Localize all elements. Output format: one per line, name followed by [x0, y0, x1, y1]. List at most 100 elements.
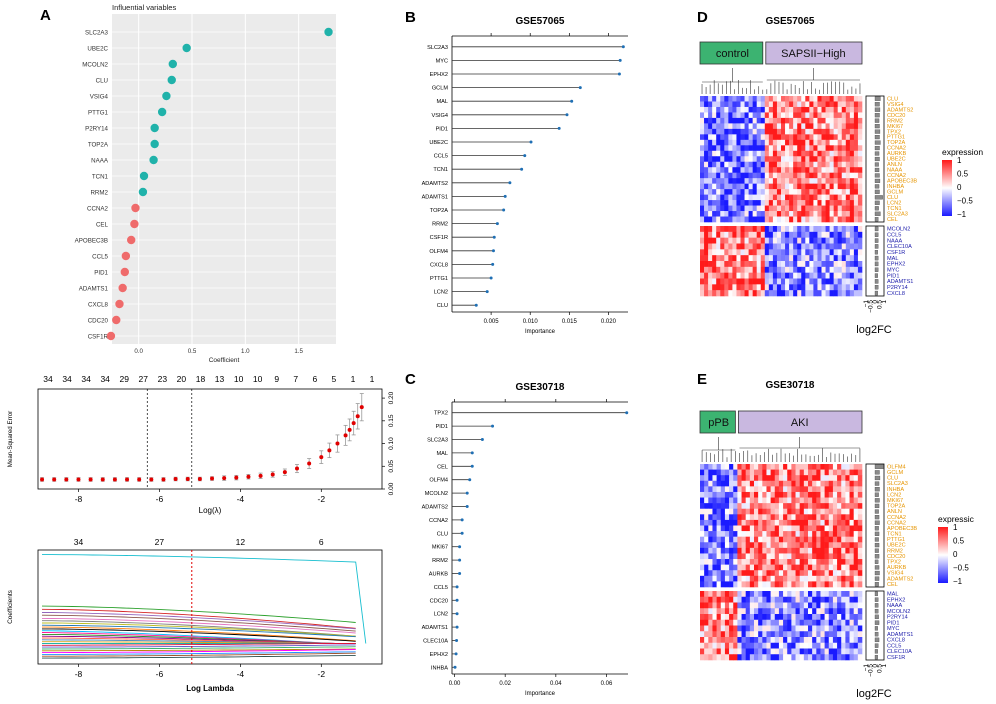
heatmap-cell: [728, 205, 733, 212]
heatmap-cell: [736, 255, 741, 262]
heatmap-cell: [737, 480, 742, 487]
heatmap-cell: [720, 581, 726, 588]
heatmap-cell: [857, 272, 863, 279]
heatmap-cell: [821, 249, 826, 256]
heatmap-cell: [817, 145, 822, 152]
heatmap-cell: [700, 261, 705, 268]
x-axis-label: Importance: [525, 329, 556, 335]
heatmap-cell: [704, 575, 709, 582]
heatmap-cell: [754, 642, 759, 649]
heatmap-cell: [774, 525, 780, 532]
heatmap-cell: [758, 514, 763, 521]
top-tick-label: 27: [155, 537, 165, 547]
heatmap-cell: [797, 112, 802, 119]
heatmap-cell: [803, 581, 809, 588]
legend-tick-label: 1: [957, 156, 962, 165]
heatmap-cell: [704, 508, 709, 515]
heatmap-cell: [816, 519, 821, 526]
fc-frame: [865, 95, 885, 223]
heatmap-cell: [748, 284, 753, 291]
heatmap-cell: [805, 150, 810, 157]
heatmap-cell: [829, 266, 834, 273]
fc-bar: [874, 162, 879, 167]
heatmap-cell: [770, 570, 776, 577]
heatmap-cell: [797, 226, 802, 233]
data-point: [570, 99, 574, 103]
heatmap-cell: [849, 525, 854, 532]
heatmap-cell: [729, 591, 734, 598]
heatmap-cell: [795, 575, 800, 582]
heatmap-cell: [744, 183, 749, 190]
data-point: [503, 194, 507, 198]
heatmap-cell: [740, 183, 745, 190]
heatmap-cell: [793, 216, 798, 223]
heatmap-cell: [793, 200, 798, 206]
heatmap-cell: [768, 167, 774, 173]
heatmap-cell: [729, 581, 734, 588]
x-tick-label: -8: [75, 494, 83, 504]
heatmap-cell: [716, 531, 722, 537]
heatmap-cell: [857, 183, 863, 190]
heatmap-cell: [720, 525, 726, 532]
heatmap-cell: [785, 272, 790, 279]
heatmap-cell: [740, 128, 745, 135]
heatmap-cell: [783, 531, 788, 537]
heatmap-cell: [803, 519, 809, 526]
heatmap-cell: [828, 608, 834, 615]
heatmap-cell: [845, 654, 850, 661]
heatmap-cell: [736, 183, 741, 190]
heatmap-cell: [741, 525, 746, 532]
heatmap-cell: [801, 237, 806, 244]
heatmap-cell: [837, 156, 843, 163]
heatmap-cell: [809, 290, 814, 297]
heatmap-cell: [817, 178, 822, 184]
heatmap-cell: [712, 123, 717, 130]
heatmap-cell: [813, 178, 818, 184]
heatmap-cell: [789, 216, 794, 223]
heatmap-cell: [841, 101, 847, 108]
heatmap-cell: [749, 602, 755, 609]
heatmap-cell: [764, 112, 770, 119]
heatmap-cell: [799, 480, 805, 487]
heatmap-cell: [741, 464, 746, 470]
heatmap-cell: [754, 464, 759, 470]
heatmap-cell: [837, 559, 842, 565]
heatmap-cell: [712, 101, 717, 108]
heatmap-cell: [745, 614, 751, 621]
heatmap-cell: [712, 167, 717, 173]
heatmap-cell: [781, 237, 786, 244]
heatmap-cell: [787, 536, 792, 543]
heatmap-cell: [712, 272, 717, 279]
heatmap-cell: [749, 637, 755, 644]
heatmap-cell: [797, 128, 802, 135]
heatmap-cell: [736, 112, 741, 119]
heatmap-cell: [820, 486, 825, 493]
data-point: [64, 477, 69, 482]
heatmap-cell: [809, 237, 814, 244]
heatmap-cell: [783, 559, 788, 565]
heatmap-cell: [849, 486, 854, 493]
heatmap-cell: [748, 156, 753, 163]
gene-label: NAAA: [887, 168, 903, 174]
category-label: ADAMTS1: [422, 194, 448, 200]
heatmap-cell: [841, 553, 846, 560]
heatmap-cell: [762, 619, 767, 626]
heatmap-cell: [748, 189, 753, 195]
heatmap-cell: [774, 564, 780, 571]
heatmap-cell: [772, 101, 778, 108]
heatmap-cell: [754, 648, 759, 655]
heatmap-cell: [837, 469, 842, 476]
heatmap-cell: [799, 553, 805, 560]
heatmap-cell: [770, 575, 776, 582]
heatmap-cell: [737, 619, 742, 626]
heatmap-cell: [700, 631, 705, 638]
heatmap-cell: [837, 642, 842, 649]
heatmap-cell: [829, 211, 834, 217]
heatmap-cell: [700, 216, 705, 223]
fc-bar: [874, 129, 881, 134]
fc-bar: [874, 255, 879, 261]
heatmap-cell: [820, 503, 825, 510]
gene-label: ADAMTS1: [887, 632, 913, 638]
heatmap-cell: [853, 161, 859, 168]
heatmap-cell: [752, 194, 757, 201]
